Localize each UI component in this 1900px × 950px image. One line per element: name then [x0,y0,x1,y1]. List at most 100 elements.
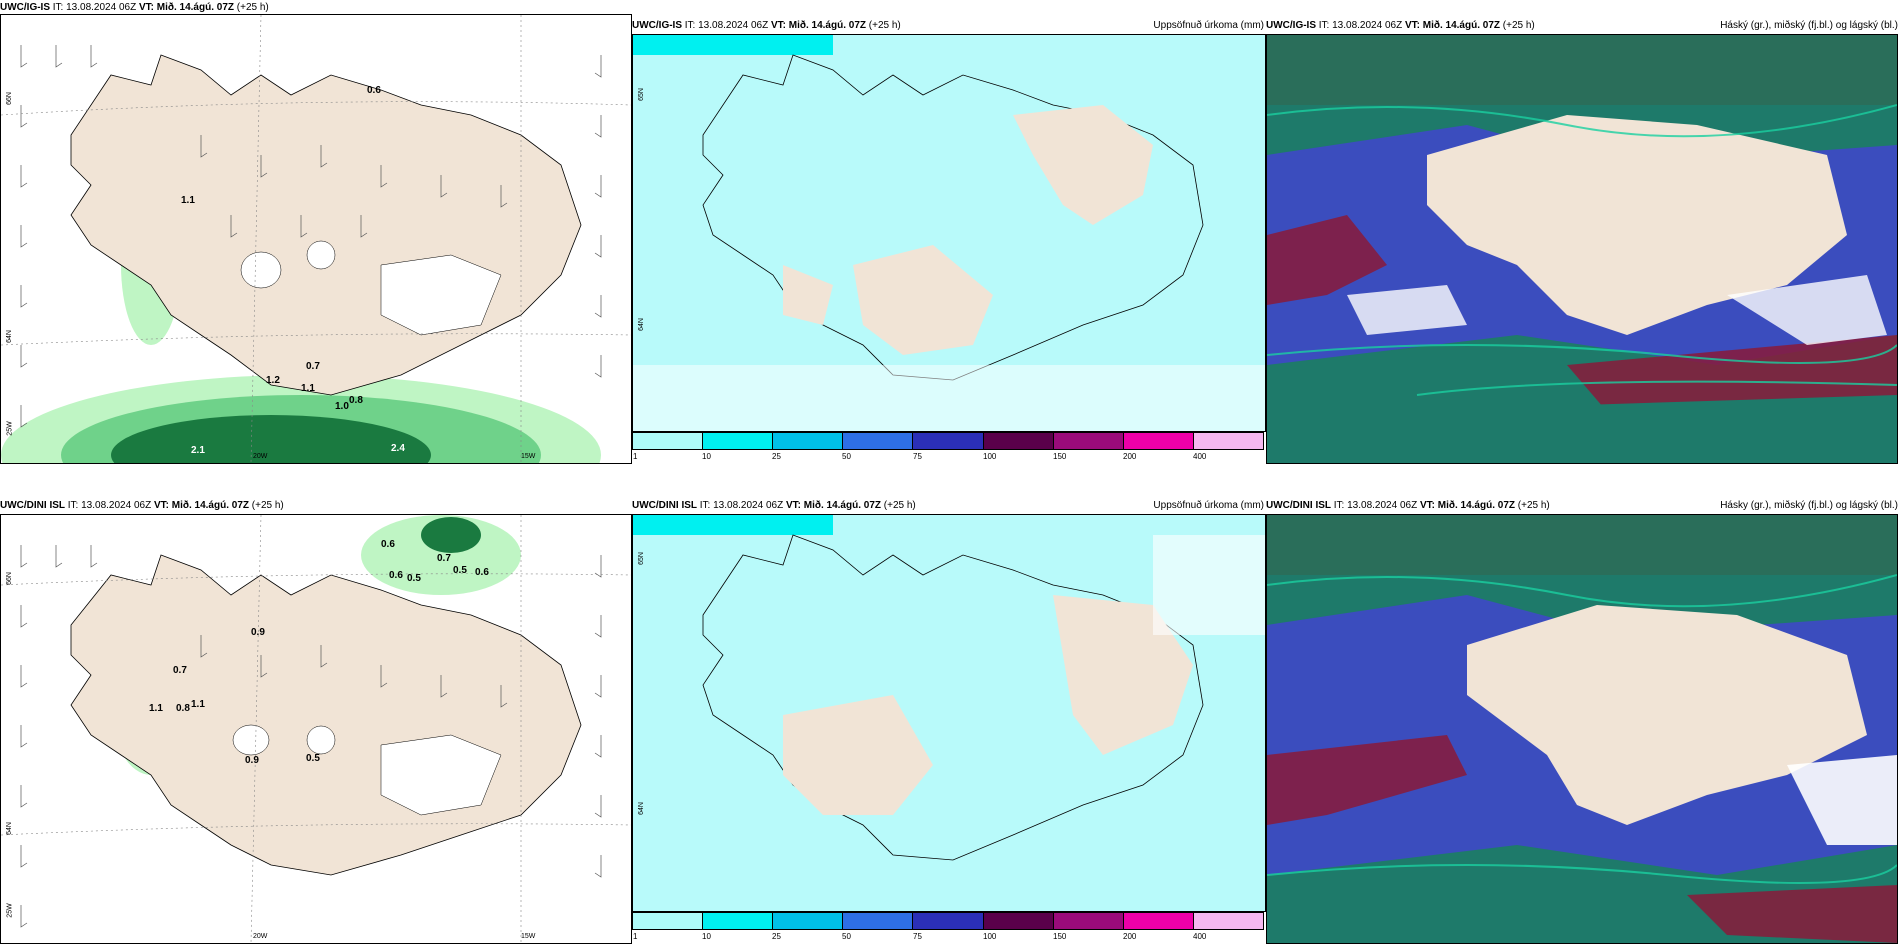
panel-top-middle: UWC/IG-IS IT: 13.08.2024 06Z VT: Mið. 14… [632,18,1266,464]
colorbar-label: 400 [1193,452,1207,461]
lead-time: (+25 h) [1502,20,1535,31]
panel-title: UWC/IG-IS IT: 13.08.2024 06Z VT: Mið. 14… [0,0,632,16]
map-wind-precip [1,515,631,943]
precip-label: 0.6 [389,570,403,581]
map-frame: 65N 64N [632,514,1266,912]
precip-label: 0.9 [251,627,265,638]
colorbar-swatch [773,433,844,449]
precip-label: 0.5 [453,565,467,576]
colorbar-label: 75 [913,452,922,461]
model-name: UWC/DINI ISL [632,500,697,511]
grid-label: 64N [5,330,13,343]
panel-title: UWC/DINI ISL IT: 13.08.2024 06Z VT: Mið.… [0,498,632,514]
colorbar-label: 75 [913,932,922,941]
panel-bottom-left: UWC/DINI ISL IT: 13.08.2024 06Z VT: Mið.… [0,498,632,944]
model-name: UWC/IG-IS [1266,20,1316,31]
colorbar-swatch [1193,433,1263,449]
panel-title: UWC/DINI ISL IT: 13.08.2024 06Z VT: Mið.… [632,498,1266,514]
valid-time: VT: Mið. 14.ágú. 07Z [1419,500,1515,511]
colorbar-label: 100 [983,452,997,461]
grid-label: 20W [253,933,268,940]
precip-label: 0.5 [306,753,320,764]
panel-title: UWC/DINI ISL IT: 13.08.2024 06Z VT: Mið.… [1266,498,1900,514]
colorbar-label: 25 [772,932,781,941]
grid-label: 25W [6,903,14,918]
wind-barbs [20,545,602,928]
model-name: UWC/IG-IS [0,2,50,13]
panel-subtitle: Uppsöfnuð úrkoma (mm) [1153,500,1264,511]
init-time: IT: 13.08.2024 06Z [1318,20,1403,31]
init-time: IT: 13.08.2024 06Z [67,500,152,511]
grid-label: 65N [637,552,645,565]
map-frame [1266,514,1898,944]
map-precip-accum [633,35,1265,431]
colorbar-swatch [913,433,984,449]
map-frame: 0.6 1.1 0.7 1.2 1.1 0.8 1.0 2.1 2.4 66N … [0,14,632,464]
colorbar-swatch [1193,913,1263,929]
colorbar-label: 1 [633,932,638,941]
colorbar-swatch [1123,913,1194,929]
colorbar-swatch [633,433,704,449]
precip-label: 2.1 [191,445,205,456]
map-clouds [1267,515,1897,943]
grid-label: 66N [5,92,13,105]
precip-label: 0.9 [245,755,259,766]
valid-time: VT: Mið. 14.ágú. 07Z [153,500,249,511]
precip-label: 1.1 [191,699,205,710]
map-frame [1266,34,1898,464]
panel-top-right: UWC/IG-IS IT: 13.08.2024 06Z VT: Mið. 14… [1266,18,1900,464]
init-time: IT: 13.08.2024 06Z [1333,500,1418,511]
precip-label: 1.1 [181,195,195,206]
lead-time: (+25 h) [1517,500,1550,511]
grid-label: 25W [6,421,14,436]
precip-label: 0.6 [475,567,489,578]
grid-label: 65N [637,88,645,101]
panel-subtitle: Hásky (gr.), miðský (fj.bl.) og lágský (… [1720,500,1898,511]
panel-title: UWC/IG-IS IT: 13.08.2024 06Z VT: Mið. 14… [632,18,1266,34]
precip-label: 0.6 [367,85,381,96]
model-name: UWC/DINI ISL [0,500,65,511]
grid-label: 66N [5,572,13,585]
precip-label: 0.7 [306,361,320,372]
model-name: UWC/DINI ISL [1266,500,1331,511]
lead-time: (+25 h) [251,500,284,511]
colorbar-swatch [703,913,774,929]
precip-label: 0.5 [407,573,421,584]
precip-label: 2.4 [391,443,405,454]
colorbar-label: 10 [702,452,711,461]
precip-label: 1.1 [149,703,163,714]
panel-bottom-middle: UWC/DINI ISL IT: 13.08.2024 06Z VT: Mið.… [632,498,1266,944]
init-time: IT: 13.08.2024 06Z [684,20,769,31]
precip-label: 0.7 [173,665,187,676]
grid-label: 64N [637,318,645,331]
precip-label: 0.8 [176,703,190,714]
map-wind-precip [1,15,631,463]
lead-time: (+25 h) [868,20,901,31]
precip-label: 0.6 [381,539,395,550]
valid-time: VT: Mið. 14.ágú. 07Z [138,2,234,13]
colorbar [632,432,1264,450]
map-precip-accum [633,515,1265,911]
colorbar-label: 50 [842,932,851,941]
lead-time: (+25 h) [236,2,269,13]
lead-time: (+25 h) [883,500,916,511]
colorbar-labels: 1 10 25 50 75 100 150 200 400 [632,932,1264,944]
precip-label: 0.8 [349,395,363,406]
panel-bottom-right: UWC/DINI ISL IT: 13.08.2024 06Z VT: Mið.… [1266,498,1900,944]
map-frame: 0.6 0.7 0.6 0.5 0.5 0.6 0.9 0.7 1.1 0.8 … [0,514,632,944]
grid-label: 64N [5,822,13,835]
wind-barbs [20,45,602,428]
precip-label: 0.7 [437,553,451,564]
colorbar-label: 200 [1123,452,1137,461]
valid-time: VT: Mið. 14.ágú. 07Z [785,500,881,511]
colorbar-label: 150 [1053,452,1067,461]
colorbar-swatch [633,913,704,929]
panel-top-left: 0.6 1.1 0.7 1.2 1.1 0.8 1.0 2.1 2.4 66N … [0,0,632,465]
colorbar-swatch [1053,913,1124,929]
precip-label: 1.1 [301,383,315,394]
init-time: IT: 13.08.2024 06Z [699,500,784,511]
map-clouds [1267,35,1897,463]
colorbar-swatch [1053,433,1124,449]
init-time: IT: 13.08.2024 06Z [52,2,137,13]
colorbar-swatch [983,433,1054,449]
